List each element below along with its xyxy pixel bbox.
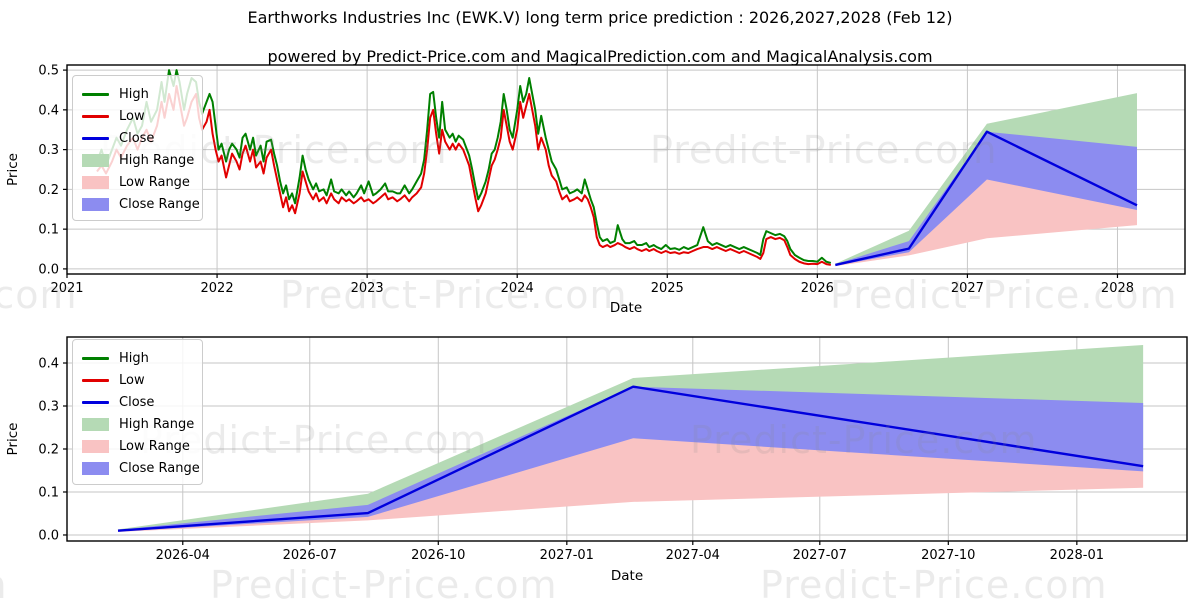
legend-item-high-range: High Range <box>82 149 202 171</box>
x-tick-label: 2022 <box>201 281 234 296</box>
legend-line-swatch <box>82 356 109 360</box>
x-tick-label: 2024 <box>501 281 534 296</box>
low-line <box>96 84 832 266</box>
high-line <box>96 69 832 264</box>
close-range-band <box>118 386 1144 532</box>
legend-bottom-chart: High Low Close High Range Low Range Close Ran… <box>72 339 203 485</box>
legend-patch-swatch <box>82 439 109 453</box>
x-tick-label: 2023 <box>351 281 384 296</box>
legend-item-high: High <box>82 83 202 105</box>
x-tick-label: 2026-04 <box>156 548 210 563</box>
legend-label: High <box>119 350 149 366</box>
legend-label: Low Range <box>119 174 190 190</box>
axis-tick-labels: 2021 2022 2023 2024 2025 2026 2027 2028 0.0 0.1 0.… <box>38 64 1134 296</box>
legend-label: High Range <box>119 416 195 432</box>
legend-item-close-range: Close Range <box>82 457 202 479</box>
close-forecast-line <box>835 130 1138 267</box>
legend-label: Close <box>119 394 155 410</box>
legend-item-low: Low <box>82 105 202 127</box>
legend-label: Low <box>119 372 145 388</box>
legend-label: Low <box>119 108 145 124</box>
legend-patch-swatch <box>82 175 109 189</box>
legend-item-low-range: Low Range <box>82 171 202 193</box>
y-tick-label: 0.0 <box>38 528 59 543</box>
legend-item-high-range: High Range <box>82 413 202 435</box>
plot-border <box>66 64 1186 275</box>
legend-label: High Range <box>119 152 195 168</box>
legend-patch-swatch <box>82 417 109 431</box>
x-tick-label: 2027-07 <box>793 548 847 563</box>
chart-forecast-detail: 2026-04 2026-07 2026-10 2027-01 2027-04 2027-… <box>5 336 1188 584</box>
high-range-band <box>835 93 1137 265</box>
y-tick-label: 0.5 <box>38 64 59 79</box>
x-tick-label: 2027-01 <box>540 548 594 563</box>
legend-item-low: Low <box>82 369 202 391</box>
y-tick-label: 0.2 <box>38 183 59 198</box>
legend-line-swatch <box>82 136 109 140</box>
x-tick-label: 2026 <box>801 281 834 296</box>
legend-label: High <box>119 86 149 102</box>
legend-item-low-range: Low Range <box>82 435 202 457</box>
legend-top-chart: High Low Close High Range Low Range Close Ran… <box>72 75 203 221</box>
y-tick-label: 0.4 <box>38 103 59 118</box>
y-axis-label: Price <box>5 153 21 186</box>
y-tick-label: 0.0 <box>38 262 59 277</box>
y-tick-label: 0.4 <box>38 357 59 372</box>
legend-line-swatch <box>82 114 109 118</box>
high-range-band <box>118 344 1144 531</box>
plot-border <box>66 336 1188 542</box>
legend-patch-swatch <box>82 153 109 167</box>
x-tick-label: 2028-01 <box>1050 548 1104 563</box>
legend-label: Low Range <box>119 438 190 454</box>
legend-label: Close Range <box>119 460 200 476</box>
chart-subtitle: powered by Predict-Price.com and Magical… <box>267 47 933 66</box>
chart-title: Earthworks Industries Inc (EWK.V) long t… <box>247 8 953 27</box>
x-axis-label: Date <box>610 300 642 316</box>
x-tick-label: 2025 <box>651 281 684 296</box>
legend-line-swatch <box>82 92 109 96</box>
legend-patch-swatch <box>82 461 109 475</box>
y-axis-label: Price <box>5 423 21 456</box>
legend-item-close: Close <box>82 391 202 413</box>
legend-patch-swatch <box>82 197 109 211</box>
axis-ticks <box>63 362 1078 545</box>
x-tick-label: 2027 <box>951 281 984 296</box>
legend-item-close: Close <box>82 127 202 149</box>
x-tick-label: 2027-04 <box>666 548 720 563</box>
x-tick-label: 2021 <box>50 281 83 296</box>
axis-ticks <box>63 69 1119 278</box>
y-tick-label: 0.3 <box>38 400 59 415</box>
x-tick-label: 2027-10 <box>921 548 975 563</box>
legend-item-high: High <box>82 347 202 369</box>
y-tick-label: 0.3 <box>38 143 59 158</box>
y-tick-label: 0.2 <box>38 442 59 457</box>
legend-item-close-range: Close Range <box>82 193 202 215</box>
x-axis-label: Date <box>611 568 643 584</box>
close-forecast-line <box>117 385 1144 532</box>
x-tick-label: 2026-10 <box>411 548 465 563</box>
x-tick-label: 2026-07 <box>283 548 337 563</box>
x-tick-label: 2028 <box>1101 281 1134 296</box>
close-range-band <box>835 131 1137 266</box>
low-range-band <box>835 179 1137 267</box>
low-range-band <box>118 437 1144 532</box>
y-tick-label: 0.1 <box>38 485 59 500</box>
legend-label: Close Range <box>119 196 200 212</box>
legend-line-swatch <box>82 378 109 382</box>
legend-label: Close <box>119 130 155 146</box>
chart-long-term-history-and-forecast: 2021 2022 2023 2024 2025 2026 2027 2028 0.0 0.1 0.… <box>5 64 1186 316</box>
axis-tick-labels: 2026-04 2026-07 2026-10 2027-01 2027-04 2027-… <box>38 357 1104 563</box>
legend-line-swatch <box>82 400 109 404</box>
y-tick-label: 0.1 <box>38 223 59 238</box>
